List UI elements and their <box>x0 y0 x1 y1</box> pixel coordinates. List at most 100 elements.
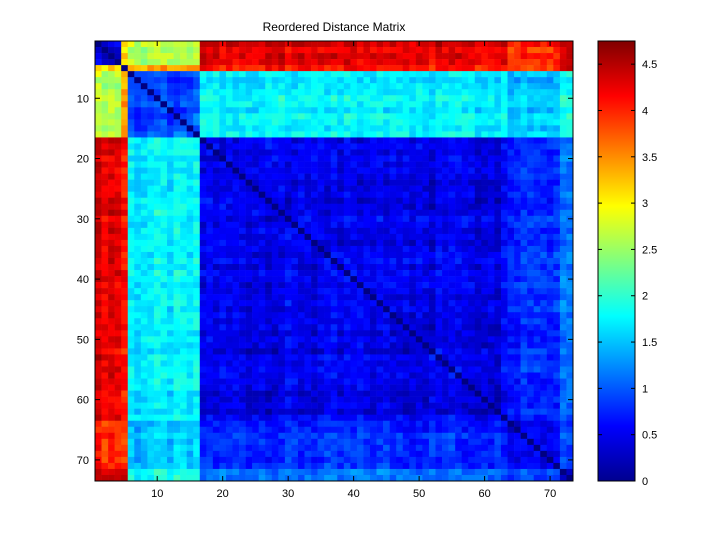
heatmap-cell <box>219 444 227 452</box>
heatmap-cell <box>193 354 201 361</box>
heatmap-cell <box>108 294 115 301</box>
heatmap-cell <box>481 161 489 168</box>
heatmap-cell <box>546 276 554 283</box>
heatmap-cell <box>448 227 456 235</box>
heatmap-cell <box>481 155 489 162</box>
heatmap-cell <box>422 264 430 271</box>
heatmap-cell <box>461 239 469 247</box>
heatmap-cell <box>409 330 417 337</box>
heatmap-cell <box>422 408 430 415</box>
heatmap-cell <box>370 282 377 289</box>
heatmap-cell <box>199 113 207 120</box>
heatmap-cell <box>448 384 456 391</box>
heatmap-cell <box>265 185 273 192</box>
heatmap-cell <box>127 312 135 319</box>
heatmap-cell <box>363 191 371 199</box>
heatmap-cell <box>566 306 574 313</box>
heatmap-cell <box>514 41 521 48</box>
heatmap-cell <box>258 137 266 144</box>
heatmap-cell <box>540 366 548 373</box>
heatmap-cell <box>356 294 364 301</box>
heatmap-cell <box>350 215 358 223</box>
heatmap-cell <box>297 191 305 199</box>
heatmap-cell <box>376 396 384 403</box>
heatmap-cell <box>95 47 102 54</box>
heatmap-cell <box>363 348 371 355</box>
heatmap-cell <box>121 294 129 301</box>
heatmap-cell <box>337 179 345 186</box>
heatmap-cell <box>474 372 482 379</box>
heatmap-cell <box>212 372 220 379</box>
heatmap-cell <box>409 131 417 138</box>
heatmap-cell <box>494 47 502 54</box>
heatmap-cell <box>455 107 462 114</box>
heatmap-cell <box>468 318 476 325</box>
heatmap-cell <box>520 348 528 355</box>
heatmap-cell <box>180 131 187 138</box>
heatmap-cell <box>311 288 318 295</box>
heatmap-cell <box>199 444 207 452</box>
heatmap-cell <box>383 107 390 114</box>
heatmap-cell <box>500 191 508 199</box>
heatmap-cell <box>546 137 554 144</box>
heatmap-cell <box>140 354 148 361</box>
heatmap-cell <box>239 251 246 259</box>
heatmap-cell <box>494 282 502 289</box>
heatmap-cell <box>409 65 417 72</box>
heatmap-cell <box>134 209 142 217</box>
heatmap-cell <box>153 137 161 144</box>
heatmap-cell <box>311 270 318 277</box>
heatmap-cell <box>225 294 233 301</box>
heatmap-cell <box>520 191 528 199</box>
heatmap-cell <box>409 306 417 313</box>
heatmap-cell <box>101 113 109 120</box>
heatmap-cell <box>108 167 115 174</box>
heatmap-cell <box>225 119 233 126</box>
heatmap-cell <box>265 59 273 66</box>
heatmap-cell <box>284 270 292 277</box>
heatmap-cell <box>180 342 187 349</box>
heatmap-cell <box>546 366 554 373</box>
heatmap-cell <box>245 71 253 78</box>
heatmap-cell <box>245 270 253 277</box>
heatmap-cell <box>527 245 535 253</box>
heatmap-cell <box>95 372 102 379</box>
heatmap-cell <box>153 366 161 373</box>
heatmap-cell <box>278 312 286 319</box>
heatmap-cell <box>527 270 535 277</box>
heatmap-cell <box>311 366 318 373</box>
heatmap-cell <box>311 203 318 211</box>
heatmap-cell <box>487 402 495 409</box>
heatmap-cell <box>153 101 161 108</box>
heatmap-cell <box>494 245 502 253</box>
heatmap-cell <box>343 396 351 403</box>
heatmap-cell <box>415 426 423 434</box>
heatmap-cell <box>559 432 567 440</box>
heatmap-cell <box>442 53 449 60</box>
heatmap-cell <box>442 324 449 331</box>
heatmap-cell <box>127 155 135 162</box>
heatmap-cell <box>167 426 174 434</box>
heatmap-cell <box>350 203 358 211</box>
heatmap-cell <box>494 426 502 434</box>
heatmap-cell <box>396 233 404 241</box>
heatmap-cell <box>206 264 214 271</box>
heatmap-cell <box>127 330 135 337</box>
heatmap-cell <box>291 288 299 295</box>
heatmap-cell <box>121 300 129 307</box>
heatmap-cell <box>422 270 430 277</box>
heatmap-cell <box>239 161 246 168</box>
heatmap-cell <box>160 53 168 60</box>
heatmap-cell <box>422 185 430 192</box>
heatmap-cell <box>376 312 384 319</box>
heatmap-cell <box>225 53 233 60</box>
heatmap-cell <box>173 65 181 72</box>
heatmap-cell <box>389 95 397 102</box>
heatmap-cell <box>265 396 273 403</box>
heatmap-cell <box>343 143 351 150</box>
heatmap-cell <box>370 209 377 217</box>
heatmap-cell <box>297 53 305 60</box>
heatmap-cell <box>376 330 384 337</box>
heatmap-cell <box>140 372 148 379</box>
heatmap-cell <box>442 360 449 367</box>
